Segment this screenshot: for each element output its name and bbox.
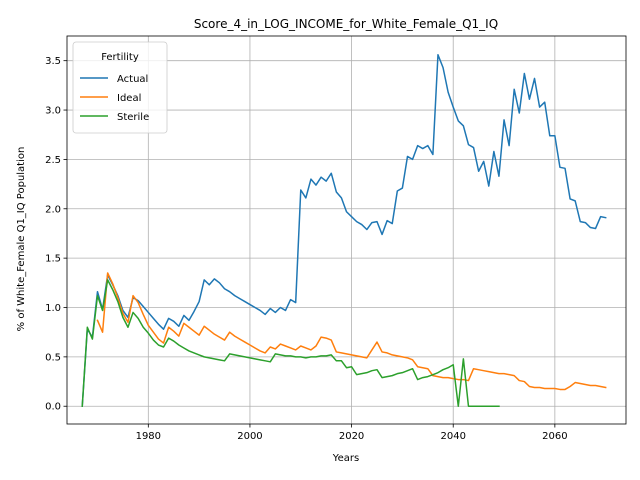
legend-label-actual: Actual	[117, 74, 148, 85]
series-layer	[81, 54, 607, 408]
series-line-actual	[81, 54, 607, 408]
y-axis-label: % of White_Female Q1_IQ Population	[16, 147, 27, 332]
y-tick-label: 0.5	[45, 352, 61, 363]
legend-title: Fertility	[101, 52, 139, 63]
y-tick-label: 3.5	[45, 56, 61, 67]
x-tick-label: 1980	[136, 431, 161, 442]
y-tick-label: 3.0	[45, 106, 61, 117]
x-tick-label: 2020	[339, 431, 364, 442]
y-tick-label: 1.0	[45, 303, 61, 314]
series-line-sterile	[81, 279, 500, 408]
x-tick-label: 2060	[542, 431, 567, 442]
legend-items: Actual Ideal Sterile	[80, 74, 149, 123]
y-tick-label: 0.0	[45, 402, 61, 413]
y-tick-label: 1.5	[45, 254, 61, 265]
legend-label-sterile: Sterile	[117, 112, 149, 123]
x-tick-label: 2040	[440, 431, 465, 442]
legend: Fertility Actual Ideal Sterile	[72, 41, 168, 134]
y-tick-label: 2.5	[45, 155, 61, 166]
legend-box	[72, 41, 168, 134]
x-axis-ticks: 1980 2000 2020 2040 2060	[136, 424, 568, 442]
plot-frame	[66, 35, 627, 425]
chart-title: Score_4_in_LOG_INCOME_for_White_Female_Q…	[194, 17, 498, 31]
x-tick-label: 2000	[237, 431, 262, 442]
legend-label-ideal: Ideal	[117, 93, 141, 104]
y-axis-ticks: 0.0 0.5 1.0 1.5 2.0 2.5 3.0 3.5	[45, 56, 67, 413]
x-axis-label: Years	[332, 453, 359, 464]
series-line-ideal	[96, 272, 607, 391]
y-tick-label: 2.0	[45, 204, 61, 215]
